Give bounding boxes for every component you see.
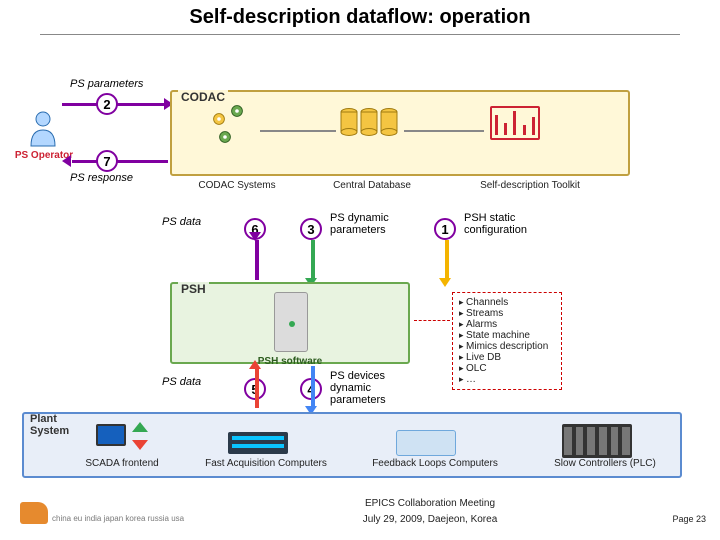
arrow-step1-v (445, 240, 449, 280)
footer-date: July 29, 2009, Daejeon, Korea (300, 514, 560, 525)
label-ps-response: PS response (70, 172, 133, 184)
arrow-step6-head (249, 232, 261, 241)
list-item: Alarms (459, 319, 555, 330)
plc-icon (562, 424, 632, 458)
footer-meeting: EPICS Collaboration Meeting (300, 498, 560, 509)
database-icon (380, 108, 398, 136)
codac-cap-db: Central Database (324, 180, 420, 191)
arrow-step5-head (249, 360, 261, 369)
list-item: Mimics description (459, 341, 555, 352)
psh-software-label: PSH software (230, 356, 350, 367)
label-ps-data-lower: PS data (162, 376, 201, 388)
monitor-icon (96, 424, 126, 446)
list-item: … (459, 374, 555, 385)
server-tower-icon (274, 292, 308, 352)
updown-arrows-icon (130, 422, 150, 450)
psh-list-connector (414, 320, 450, 322)
database-icon (340, 108, 358, 136)
plant-cap-plc: Slow Controllers (PLC) (530, 458, 680, 469)
ps-operator-icon (28, 110, 58, 153)
list-item: OLC (459, 363, 555, 374)
iter-logo-icon (20, 502, 48, 524)
plant-cap-fast: Fast Acquisition Computers (196, 458, 336, 469)
label-ps-dynamic: PS dynamic parameters (330, 212, 389, 236)
footer-page: Page 23 (672, 514, 706, 524)
list-item: State machine (459, 330, 555, 341)
database-icon (360, 108, 378, 136)
label-ps-data-upper: PS data (162, 216, 201, 228)
label-ps-devices: PS devices dynamic parameters (330, 370, 386, 406)
codac-cap-systems: CODAC Systems (192, 180, 282, 191)
page-title: Self-description dataflow: operation (0, 6, 720, 29)
footer-members: china eu india japan korea russia usa (52, 514, 184, 523)
gear-icon (216, 128, 234, 146)
codac-cap-toolkit: Self-description Toolkit (460, 180, 600, 191)
codac-title: CODAC (178, 90, 228, 104)
step-7: 7 (96, 150, 118, 172)
psh-title: PSH (178, 282, 209, 296)
toolkit-icon (490, 106, 540, 140)
list-item: Live DB (459, 352, 555, 363)
label-psh-static: PSH static configuration (464, 212, 527, 236)
list-item: Channels (459, 297, 555, 308)
arrow-step1-head (439, 278, 451, 287)
plant-cap-feedback: Feedback Loops Computers (360, 458, 510, 469)
plant-title: Plant System (30, 414, 69, 437)
codac-link-2 (404, 130, 484, 132)
rack-server-icon (228, 432, 288, 454)
arrow-step5-v (255, 366, 259, 408)
psh-details-list: Channels Streams Alarms State machine Mi… (452, 292, 562, 390)
step-2: 2 (96, 93, 118, 115)
label-ps-parameters: PS parameters (70, 78, 143, 90)
step-1: 1 (434, 218, 456, 240)
arrow-step4-v (311, 366, 315, 408)
gear-icon (210, 110, 228, 128)
arrow-step7-head (62, 155, 71, 167)
step-3: 3 (300, 218, 322, 240)
diagram-stage: { "title": { "text": "Self-description d… (0, 0, 720, 540)
title-underline (40, 34, 680, 35)
codac-link-1 (260, 130, 336, 132)
plant-cap-scada: SCADA frontend (72, 458, 172, 469)
arrow-step3-v (311, 240, 315, 280)
gear-icon (228, 102, 246, 120)
list-item: Streams (459, 308, 555, 319)
arrow-step7 (72, 160, 168, 163)
arrow-step6-v (255, 240, 259, 280)
feedback-computer-icon (396, 430, 456, 456)
